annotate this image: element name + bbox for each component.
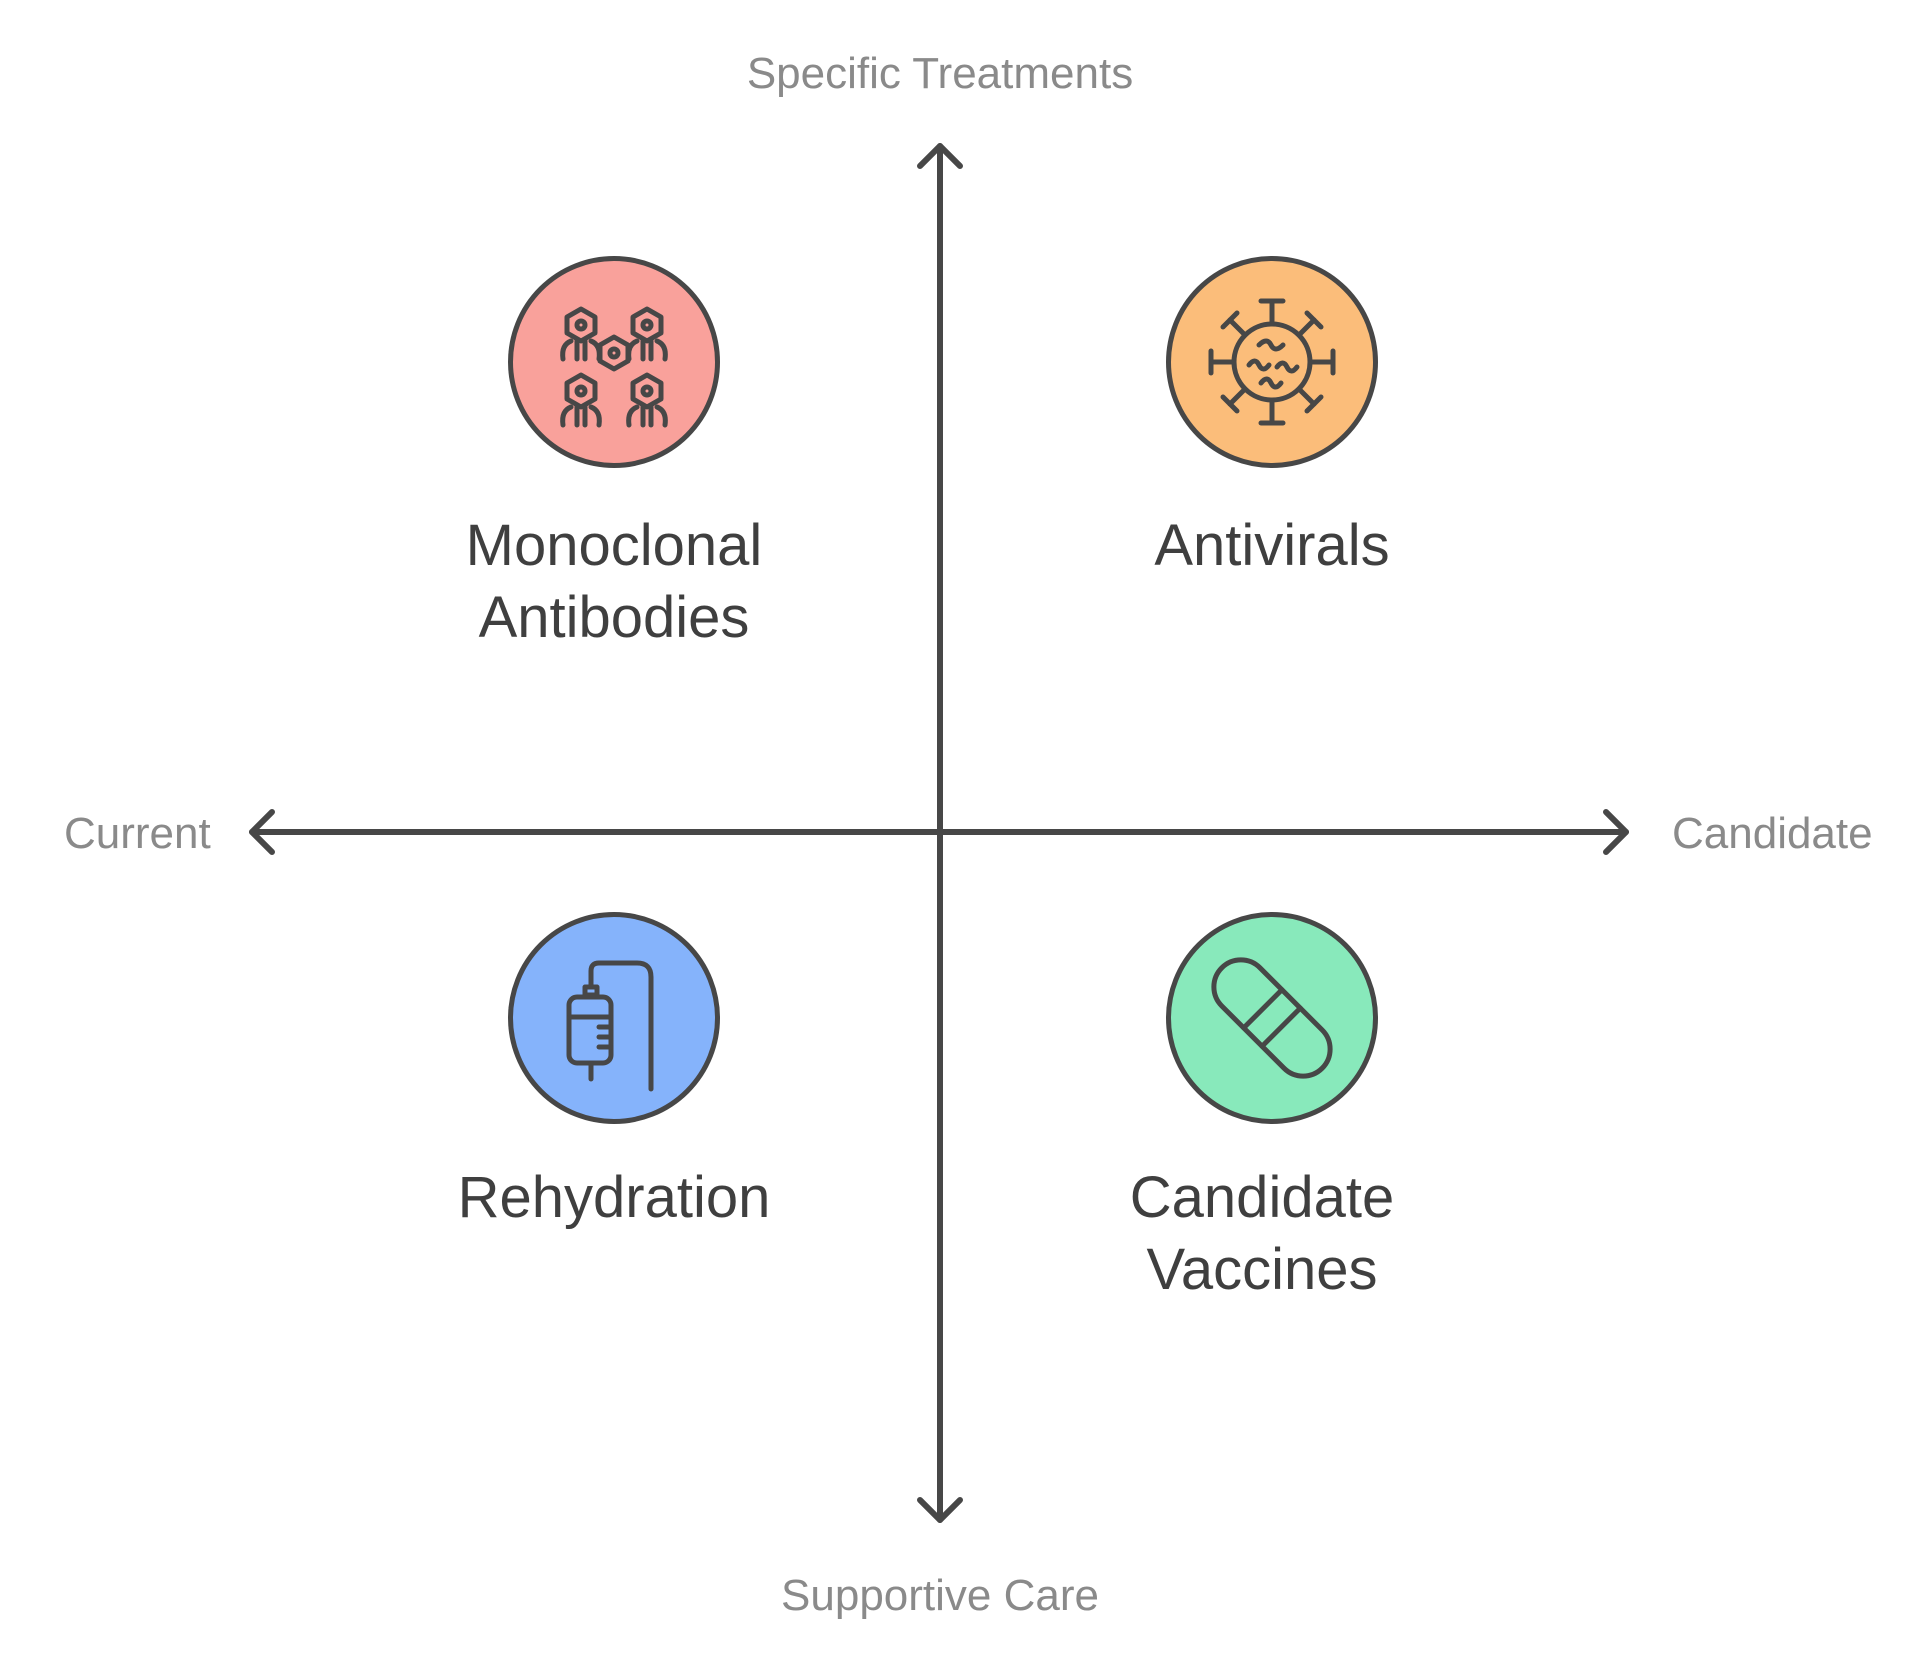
title-line: Monoclonal	[465, 513, 763, 578]
candidate-vaccines-badge	[1166, 912, 1378, 1124]
quadrant-title-antivirals: Antivirals	[1052, 510, 1492, 582]
title-line: Antivirals	[1154, 513, 1390, 578]
arrow-right-icon	[1603, 809, 1629, 855]
monoclonal-antibodies-badge	[508, 256, 720, 468]
virus-icon	[1208, 298, 1336, 426]
quadrant-title-monoclonal-antibodies: Monoclonal Antibodies	[394, 510, 834, 654]
title-line: Vaccines	[1146, 1237, 1378, 1302]
rehydration-badge	[508, 912, 720, 1124]
arrow-left-icon	[249, 809, 275, 855]
axis-label-right: Candidate	[1672, 809, 1873, 858]
arrow-down-icon	[917, 1497, 963, 1523]
quadrant-title-rehydration: Rehydration	[394, 1162, 834, 1234]
title-line: Antibodies	[478, 585, 750, 650]
quadrant-title-candidate-vaccines: Candidate Vaccines	[1042, 1162, 1482, 1306]
title-line: Rehydration	[457, 1165, 771, 1230]
axis-label-left: Current	[64, 809, 211, 858]
capsule-pill-icon	[1211, 957, 1333, 1079]
iv-drip-icon	[566, 960, 654, 1092]
antibody-cells-icon	[560, 306, 668, 428]
axis-label-top: Specific Treatments	[746, 49, 1134, 98]
antivirals-badge	[1166, 256, 1378, 468]
title-line: Candidate	[1129, 1165, 1395, 1230]
arrow-up-icon	[917, 143, 963, 169]
axis-label-bottom: Supportive Care	[781, 1571, 1099, 1620]
